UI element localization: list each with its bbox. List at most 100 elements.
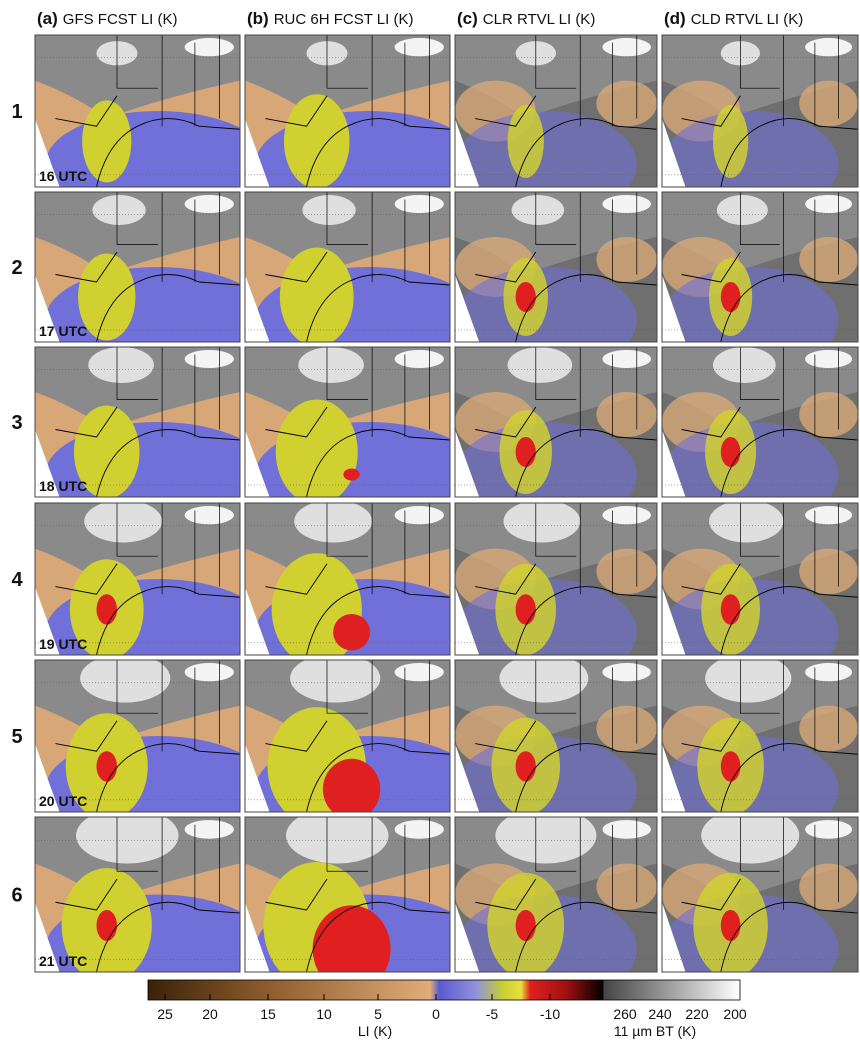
bright-cloud <box>395 820 444 839</box>
bright-cloud <box>709 500 783 543</box>
bright-cloud <box>602 506 650 524</box>
bt-axis-label: 11 µm BT (K) <box>614 1023 696 1039</box>
bright-cloud <box>805 350 852 368</box>
li-extreme-zone <box>516 282 536 312</box>
li-extreme-zone <box>343 469 359 481</box>
clear-tan <box>596 237 657 282</box>
clear-tan <box>596 392 657 437</box>
bright-cloud <box>602 350 650 368</box>
li-extreme-zone <box>721 437 741 467</box>
time-label: 18 UTC <box>39 478 87 494</box>
li-extreme-zone <box>97 594 118 624</box>
map-panel <box>455 808 657 1003</box>
li-tick-label: 15 <box>260 1006 276 1022</box>
li-tick-label: 5 <box>374 1006 382 1022</box>
bright-cloud <box>717 195 768 225</box>
li-unstable-zone <box>713 105 748 178</box>
li-unstable-zone <box>508 105 544 178</box>
bright-cloud <box>185 350 234 368</box>
clear-tan <box>799 549 858 595</box>
column-letter: (a) <box>37 9 58 28</box>
bright-cloud <box>805 506 852 524</box>
map-panel <box>35 500 271 685</box>
bright-cloud <box>294 500 372 543</box>
bt-tick-label: 260 <box>613 1006 637 1022</box>
map-panel <box>662 654 858 842</box>
li-axis-label: LI (K) <box>358 1023 392 1039</box>
map-panel <box>455 500 657 685</box>
map-panel <box>662 347 858 527</box>
map-panel <box>662 35 858 217</box>
map-panel <box>35 192 271 372</box>
bright-cloud <box>185 38 234 56</box>
li-tick-label: 25 <box>157 1006 173 1022</box>
map-panel <box>245 347 481 527</box>
bright-cloud <box>602 195 650 213</box>
map-panel <box>245 654 481 842</box>
column-header: (b)RUC 6H FCST LI (K) <box>247 9 413 28</box>
clear-tan <box>799 706 858 752</box>
map-panel <box>455 35 657 217</box>
li-extreme-zone <box>313 905 391 992</box>
bright-cloud <box>185 195 234 213</box>
bright-cloud <box>395 506 444 524</box>
clear-tan <box>596 864 657 911</box>
map-panel <box>35 347 271 527</box>
column-header: (a) GFS FCST LI (K) <box>37 9 178 28</box>
li-extreme-zone <box>323 759 380 820</box>
map-panel <box>455 192 657 372</box>
clear-tan <box>799 237 858 282</box>
li-colorbar <box>148 980 603 1000</box>
bright-cloud <box>76 808 179 864</box>
li-extreme-zone <box>516 751 536 781</box>
li-extreme-zone <box>721 751 741 781</box>
bright-cloud <box>395 663 444 681</box>
bright-cloud <box>503 500 580 543</box>
row-label: 5 <box>11 726 22 748</box>
li-extreme-zone <box>721 910 741 941</box>
column-letter: (d) <box>664 9 686 28</box>
column-title: CLR RTVL LI (K) <box>483 11 596 28</box>
time-label: 16 UTC <box>39 168 87 184</box>
li-unstable-zone <box>276 400 358 505</box>
li-extreme-zone <box>721 594 741 624</box>
bright-cloud <box>805 820 852 839</box>
map-panel <box>455 347 657 527</box>
bright-cloud <box>302 195 355 225</box>
bright-cloud <box>185 820 234 839</box>
bt-tick-label: 220 <box>685 1006 709 1022</box>
li-extreme-zone <box>97 751 118 781</box>
clear-tan <box>799 392 858 437</box>
bright-cloud <box>705 654 791 703</box>
li-unstable-zone <box>280 248 354 347</box>
bright-cloud <box>395 38 444 56</box>
time-label: 17 UTC <box>39 323 87 339</box>
column-title: RUC 6H FCST LI (K) <box>274 11 414 28</box>
time-label: 21 UTC <box>39 953 87 969</box>
map-panel <box>662 500 858 685</box>
bright-cloud <box>512 195 565 225</box>
clear-tan <box>596 549 657 595</box>
map-panel <box>455 654 657 842</box>
bt-colorbar <box>603 980 740 1000</box>
li-tick-label: -10 <box>540 1006 560 1022</box>
li-extreme-zone <box>97 910 118 941</box>
clear-tan <box>596 706 657 752</box>
column-title: GFS FCST LI (K) <box>63 11 178 28</box>
map-panel <box>245 500 481 685</box>
bright-cloud <box>713 347 776 383</box>
map-panel <box>35 654 271 842</box>
bright-cloud <box>499 654 588 703</box>
bright-cloud <box>92 195 145 225</box>
bright-cloud <box>805 195 852 213</box>
li-extreme-zone <box>516 594 536 624</box>
li-extreme-zone <box>516 910 536 941</box>
li-extreme-zone <box>333 614 370 650</box>
bright-cloud <box>88 347 154 383</box>
li-unstable-zone <box>284 94 350 188</box>
bright-cloud <box>185 506 234 524</box>
bright-cloud <box>508 347 573 383</box>
li-extreme-zone <box>516 437 536 467</box>
figure: 16 UTC17 UTC18 UTC19 UTC20 UTC21 UTC LI … <box>0 0 860 1046</box>
